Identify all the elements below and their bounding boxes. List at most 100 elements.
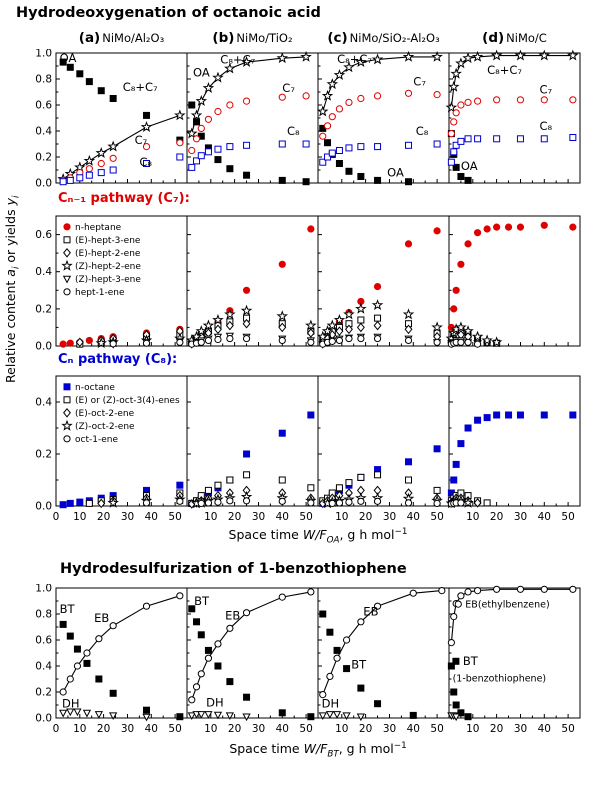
x-tick-label: 10 (466, 723, 479, 735)
panel-hds-a: 0 10 20 30 40 50 0.0 0.2 0.4 0.6 0.8 1.0 BT EB DH (35, 584, 188, 735)
series-c8-c7 (186, 50, 312, 139)
x-tick-label: 10 (204, 511, 217, 523)
legend-label: n-octane (75, 383, 115, 393)
panel-catalyst-b: NiMo/TiO₂ (236, 31, 293, 45)
xlabel-bt-post: , g h mol (338, 741, 394, 757)
y-tick-label: 0.2 (35, 687, 52, 699)
annotation-eb-ethylbenzene-: EB(ethylbenzene) (465, 600, 549, 611)
row-c8-pathway: 0 10 20 30 40 50 0.0 0.2 0.4 n-octane (E) or (Z)-o… (0, 372, 600, 526)
x-tick-label: 30 (514, 511, 527, 523)
ylabel-var-y: y (2, 198, 18, 206)
y-tick-label: 0.0 (35, 178, 52, 188)
series-c7 (188, 92, 310, 155)
series-hept-1-ene (188, 334, 315, 348)
series-dh (187, 711, 251, 722)
annotation-eb: EB (363, 604, 378, 618)
x-tick-label: 30 (252, 511, 265, 523)
panel-c8-pathway-a: 0 10 20 30 40 50 0.0 0.2 0.4 n-octane (E) or (Z)-o… (35, 375, 188, 523)
series-eb (188, 588, 315, 704)
panel-letter-c: (c) (327, 30, 348, 46)
panel-header-a: (a) NiMo/Al₂O₃ (56, 27, 187, 46)
y-tick-label: 0.6 (35, 100, 52, 112)
xlabel-oa-var: W/F (302, 527, 327, 543)
legend-label: (E)-hept-2-ene (75, 249, 141, 259)
hds-charts: 0 10 20 30 40 50 0.0 0.2 0.4 0.6 0.8 1.0 BT EB DH 10 20 3… (35, 584, 581, 735)
x-tick-label: 20 (490, 511, 503, 523)
x-tick-label: 40 (145, 511, 158, 523)
y-tick-label: 0.6 (35, 635, 52, 647)
x-tick-label: 20 (97, 723, 110, 735)
xlabel-bt-pre: Space time (229, 741, 304, 757)
series-bt (319, 610, 417, 719)
y-tick-label: 0.4 (35, 661, 52, 673)
annotation-oa: OA (387, 166, 404, 180)
series-bt (447, 662, 472, 721)
series-n-heptane (447, 221, 577, 332)
x-tick-label: 50 (299, 723, 312, 735)
x-axis-label-bt: Space time W/FBT, g h mol−1 (56, 741, 580, 760)
annotation--1-benzothiophene-: (1-benzothiophene) (453, 674, 547, 685)
legend-label: (E)-oct-2-ene (75, 409, 135, 419)
series-e-hept-2-ene (75, 326, 184, 348)
annotation-c-c-: C₈+C₇ (123, 80, 158, 94)
series-oct-1-ene (447, 499, 465, 508)
xlabel-oa-sup: −1 (394, 527, 408, 537)
legend-label: (E) or (Z)-oct-3(4)-enes (75, 396, 180, 406)
series-z-hept-2-ene (316, 299, 443, 342)
panel-hds-c: 10 20 30 40 50 EB BT DH (317, 587, 450, 735)
annotation-bt: BT (463, 654, 479, 668)
x-tick-label: 30 (383, 723, 396, 735)
row-hds: 0 10 20 30 40 50 0.0 0.2 0.4 0.6 0.8 1.0 BT EB DH 10 20 3… (0, 584, 600, 738)
series-z-hept-2-ene (186, 304, 317, 346)
annotation-c-: C₇ (135, 133, 148, 147)
series-oct-1-ene (142, 497, 184, 507)
panel-c8-pathway-d: 10 20 30 40 50 (445, 375, 581, 523)
x-tick-label: 0 (53, 723, 60, 735)
legend-label: (E)-hept-3-ene (75, 236, 141, 246)
c8-pathway-charts: 0 10 20 30 40 50 0.0 0.2 0.4 n-octane (E) or (Z)-o… (35, 375, 581, 523)
x-tick-label: 10 (466, 511, 479, 523)
x-axis-label-oa: Space time W/FOA, g h mol−1 (56, 527, 580, 546)
x-tick-label: 30 (121, 723, 134, 735)
x-tick-label: 50 (561, 511, 574, 523)
annotation-bt: BT (194, 594, 210, 608)
series-oct-1-ene (197, 497, 315, 507)
x-tick-label: 30 (383, 511, 396, 523)
panel-c7-pathway-b (186, 215, 319, 349)
panel-hdo-conversion-a: 0.0 0.2 0.4 0.6 0.8 1.0 OA C₈+C₇ C₇ C₈ (35, 49, 188, 188)
annotation-dh: DH (62, 697, 80, 711)
row-header-c8-pathway: Cₙ pathway (C₈): (58, 352, 178, 367)
y-tick-label: 0.2 (35, 449, 52, 461)
x-tick-label: 50 (430, 723, 443, 735)
panel-catalyst-a: NiMo/Al₂O₃ (102, 31, 165, 45)
annotation-eb: EB (94, 611, 109, 625)
panel-header-d: (d) NiMo/C (449, 27, 580, 46)
x-tick-label: 20 (97, 511, 110, 523)
legend-label: (Z)-hept-2-ene (75, 262, 141, 272)
series-hept-1-ene (319, 334, 441, 348)
annotation-c-c-: C₈+C₇ (337, 52, 372, 66)
y-tick-label: 0.8 (35, 609, 52, 621)
series-z-hept-2-ene (95, 332, 186, 349)
x-tick-label: 40 (276, 723, 289, 735)
x-tick-label: 50 (430, 511, 443, 523)
series-eb (59, 592, 184, 696)
series-c8 (319, 140, 441, 166)
y-tick-label: 0.2 (35, 152, 52, 164)
x-tick-label: 40 (145, 723, 158, 735)
xlabel-oa-post: , g h mol (339, 527, 395, 543)
xlabel-oa-sub: OA (326, 535, 340, 546)
xlabel-oa-pre: Space time (228, 527, 303, 543)
c7-pathway-charts: 0.0 0.2 0.4 0.6 n-heptane (E)-hept-3-ene (E)-h… (35, 215, 581, 350)
panel-letter-b: (b) (212, 30, 235, 46)
legend-label: (Z)-oct-2-ene (75, 422, 135, 432)
x-tick-label: 20 (359, 723, 372, 735)
panel-hdo-conversion-b: OA C₈+C₇ C₇ C₈ (186, 50, 319, 186)
panel-c7-pathway-d (445, 215, 581, 348)
annotation-oa: OA (193, 66, 210, 80)
annotation-dh: DH (322, 697, 340, 711)
panel-hds-d: 10 20 30 40 50 EB(ethylbenzene) BT (1-benzothio… (447, 585, 581, 735)
y-tick-label: 0.6 (35, 229, 52, 241)
panel-c7-pathway-a: 0.0 0.2 0.4 0.6 n-heptane (E)-hept-3-ene (E)-h… (35, 215, 188, 350)
